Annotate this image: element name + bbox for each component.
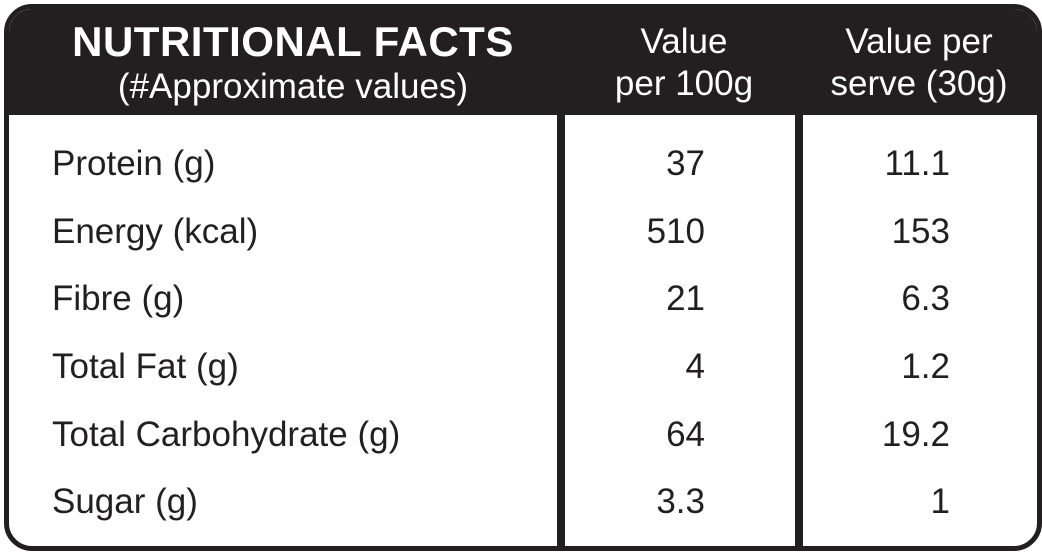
table-row: Energy (kcal) 510 153 xyxy=(9,204,1037,260)
table-row: Protein (g) 37 11.1 xyxy=(9,136,1037,192)
value-per-100g: 64 xyxy=(666,415,705,454)
nutrient-label: Energy (kcal) xyxy=(52,212,259,251)
column-header-per-serve-line2: serve (30g) xyxy=(830,64,1008,103)
column-divider xyxy=(557,115,565,546)
nutrient-label: Sugar (g) xyxy=(52,482,198,521)
nutrition-facts-table: NUTRITIONAL FACTS (#Approximate values) … xyxy=(4,4,1042,551)
value-per-serve: 19.2 xyxy=(881,415,950,454)
value-per-serve: 153 xyxy=(891,212,950,251)
table-row: Total Carbohydrate (g) 64 19.2 xyxy=(9,407,1037,463)
value-per-100g: 21 xyxy=(666,279,705,318)
nutrient-label: Total Carbohydrate (g) xyxy=(52,415,401,454)
table-row: Total Fat (g) 4 1.2 xyxy=(9,339,1037,395)
value-per-serve: 6.3 xyxy=(901,279,950,318)
nutrient-label: Protein (g) xyxy=(52,144,216,183)
table-subtitle: (#Approximate values) xyxy=(117,67,469,106)
column-divider xyxy=(795,115,803,546)
column-header-per-100g: Value per 100g xyxy=(569,21,799,105)
column-header-per-100g-line1: Value xyxy=(640,22,728,61)
value-per-serve: 1 xyxy=(930,482,950,521)
value-per-serve: 11.1 xyxy=(884,144,950,183)
value-per-100g: 3.3 xyxy=(656,482,705,521)
column-header-per-serve: Value per serve (30g) xyxy=(801,21,1037,105)
column-header-per-serve-line1: Value per xyxy=(845,22,993,61)
value-per-100g: 4 xyxy=(685,347,705,386)
table-row: Sugar (g) 3.3 1 xyxy=(9,474,1037,530)
value-per-100g: 510 xyxy=(646,212,705,251)
value-per-100g: 37 xyxy=(666,144,705,183)
nutrient-label: Fibre (g) xyxy=(52,279,185,318)
nutrient-label: Total Fat (g) xyxy=(52,347,239,386)
table-row: Fibre (g) 21 6.3 xyxy=(9,271,1037,327)
value-per-serve: 1.2 xyxy=(901,347,950,386)
column-header-per-100g-line2: per 100g xyxy=(614,64,754,103)
table-header: NUTRITIONAL FACTS (#Approximate values) … xyxy=(9,9,1037,115)
table-title: NUTRITIONAL FACTS xyxy=(72,18,514,65)
